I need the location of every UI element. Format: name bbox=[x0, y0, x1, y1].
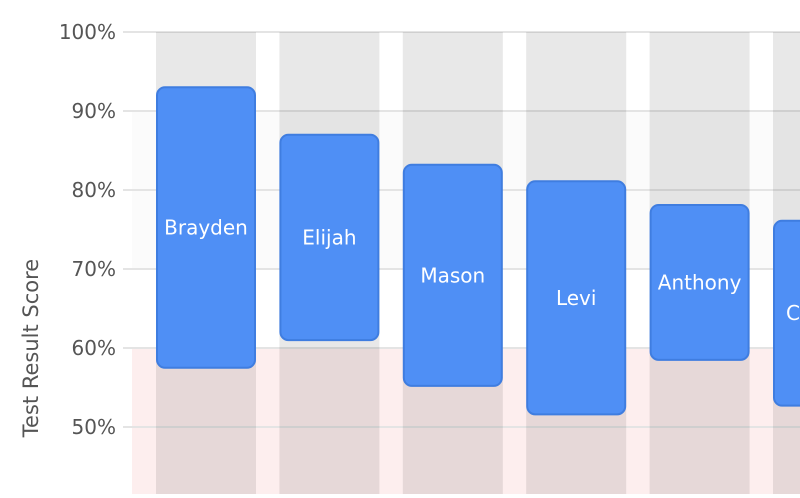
range-bar bbox=[526, 180, 627, 416]
bar-label: C bbox=[786, 301, 800, 325]
bar-label: Mason bbox=[420, 263, 485, 287]
bar-label: Brayden bbox=[164, 216, 248, 240]
range-bar bbox=[279, 133, 380, 342]
range-bar bbox=[649, 204, 750, 361]
y-tick-label: 70% bbox=[72, 257, 116, 281]
bar-label: Levi bbox=[556, 286, 597, 310]
bar-label: Anthony bbox=[658, 270, 742, 294]
y-tick-label: 60% bbox=[72, 336, 116, 360]
range-bar bbox=[402, 163, 503, 387]
y-tick-label: 100% bbox=[59, 20, 116, 44]
range-bar bbox=[773, 219, 800, 407]
range-bar bbox=[156, 86, 256, 369]
bar-label: Elijah bbox=[302, 225, 356, 249]
y-tick-label: 90% bbox=[72, 99, 116, 123]
y-axis-label: Test Result Score bbox=[19, 259, 43, 438]
y-tick-label: 80% bbox=[72, 178, 116, 202]
y-tick-label: 50% bbox=[72, 415, 116, 439]
